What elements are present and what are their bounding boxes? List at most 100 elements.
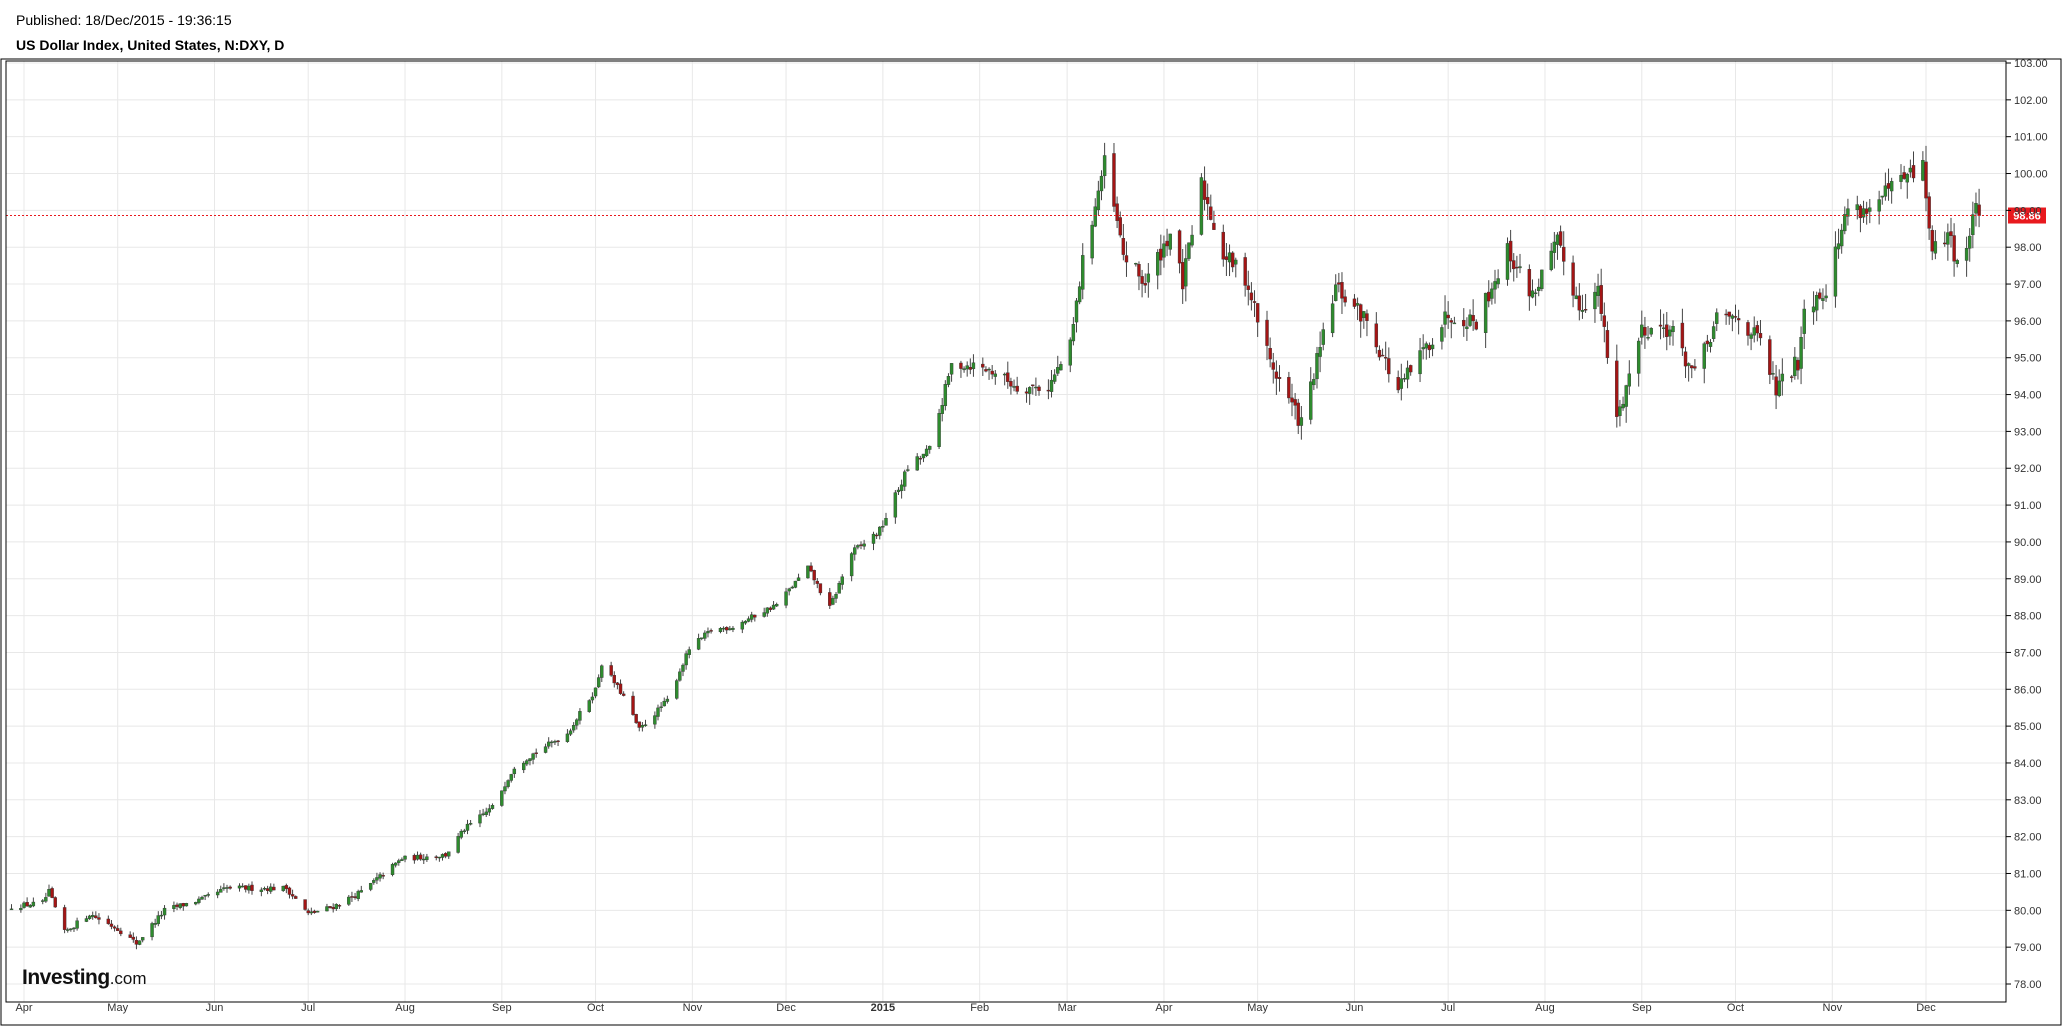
candle-body-down (1508, 240, 1513, 262)
candle (1312, 373, 1316, 391)
axis-layer: 78.00 79.00 80.00 81.00 82.00 83.00 84.00 85.00… (0, 58, 2062, 1026)
candle-body-down (990, 370, 994, 375)
candle-body-down (1733, 316, 1738, 318)
candle (1755, 320, 1760, 342)
candle-body-up (940, 405, 944, 414)
candle (1690, 365, 1694, 379)
candle-body-up (403, 855, 407, 860)
candle (849, 551, 854, 582)
candle (1243, 252, 1247, 297)
candle (1121, 224, 1126, 261)
candle-body-up (675, 680, 679, 699)
candle (19, 904, 23, 913)
candle-body-down (287, 887, 292, 895)
candle-body-up (197, 898, 201, 903)
candle-body-up (325, 906, 329, 912)
y-tick-label: 91.00 (2014, 500, 2042, 512)
candle (1877, 190, 1881, 225)
candle (665, 695, 670, 704)
y-tick-label: 85.00 (2014, 721, 2042, 733)
candle (1683, 346, 1688, 379)
y-tick-label: 95.00 (2014, 353, 2042, 365)
candle-body-up (740, 621, 745, 630)
candle-body-up (1640, 324, 1644, 338)
candle (353, 892, 357, 900)
chart-title: US Dollar Index, United States, N:DXY, D (16, 37, 285, 53)
candle (94, 911, 98, 919)
candle (1252, 290, 1257, 317)
candle-body-up (66, 929, 70, 931)
candle-body-down (53, 897, 57, 908)
candle (109, 920, 114, 930)
candle (1727, 311, 1731, 325)
candle (596, 674, 601, 689)
candle (1146, 263, 1151, 298)
candle-body-down (134, 940, 139, 945)
candle (1686, 362, 1691, 382)
candle (1009, 377, 1013, 395)
published-timestamp: Published: 18/Dec/2015 - 19:36:15 (16, 12, 232, 28)
candle-body-up (1146, 273, 1151, 283)
candle (1093, 198, 1097, 228)
candle (247, 883, 251, 894)
candle-body-up (881, 525, 885, 528)
candle (787, 587, 791, 596)
candle (609, 661, 613, 677)
candle (593, 687, 598, 699)
y-tick-label: 83.00 (2014, 795, 2042, 807)
candle-body-up (309, 911, 314, 914)
candle (1230, 251, 1235, 273)
candle-body-down (1599, 285, 1603, 314)
candle (743, 620, 748, 625)
candle-body-up (1908, 167, 1913, 173)
candle (946, 373, 951, 388)
candle-body-up (971, 362, 976, 370)
candle (834, 591, 838, 603)
candle (543, 743, 548, 754)
candle (1165, 228, 1169, 257)
candle (703, 630, 707, 641)
candle (1362, 310, 1366, 329)
candle (1209, 194, 1213, 221)
candle-body-up (878, 526, 882, 536)
candle-body-down (1512, 260, 1516, 270)
candle-body-down (1255, 303, 1260, 323)
candle (47, 884, 51, 897)
candle (746, 616, 751, 623)
candle (1843, 206, 1847, 235)
candle (1221, 224, 1225, 267)
candle-body-up (596, 677, 601, 688)
candle (350, 891, 354, 902)
candle (984, 366, 988, 373)
candle (884, 512, 888, 526)
candle (328, 906, 332, 909)
candle (1318, 331, 1322, 373)
candle (468, 820, 473, 826)
x-tick-label: Dec (1916, 1002, 1936, 1014)
candle-body-down (1224, 256, 1229, 260)
candle-body-up (1839, 229, 1844, 247)
candle-body-up (281, 885, 285, 891)
candle-body-down (1140, 276, 1144, 284)
candle-body-up (1184, 258, 1188, 287)
candle-body-up (793, 580, 798, 588)
candle (1387, 347, 1391, 383)
x-tick-label: Dec (776, 1002, 796, 1014)
candle (1943, 231, 1947, 247)
candle (425, 853, 429, 862)
candle-body-down (1736, 318, 1741, 321)
candle (1046, 379, 1051, 400)
candle-body-up (1187, 242, 1191, 259)
candle-body-down (50, 888, 54, 898)
candle-body-up (1424, 343, 1428, 349)
candle-body-down (1246, 285, 1250, 290)
candle (462, 828, 467, 834)
candle-body-up (746, 618, 751, 622)
candle-body-up (571, 725, 576, 731)
candle-body-down (250, 884, 254, 891)
candle (1112, 143, 1116, 213)
candle-body-up (72, 927, 76, 930)
candle (675, 678, 679, 700)
candle (1315, 346, 1319, 389)
